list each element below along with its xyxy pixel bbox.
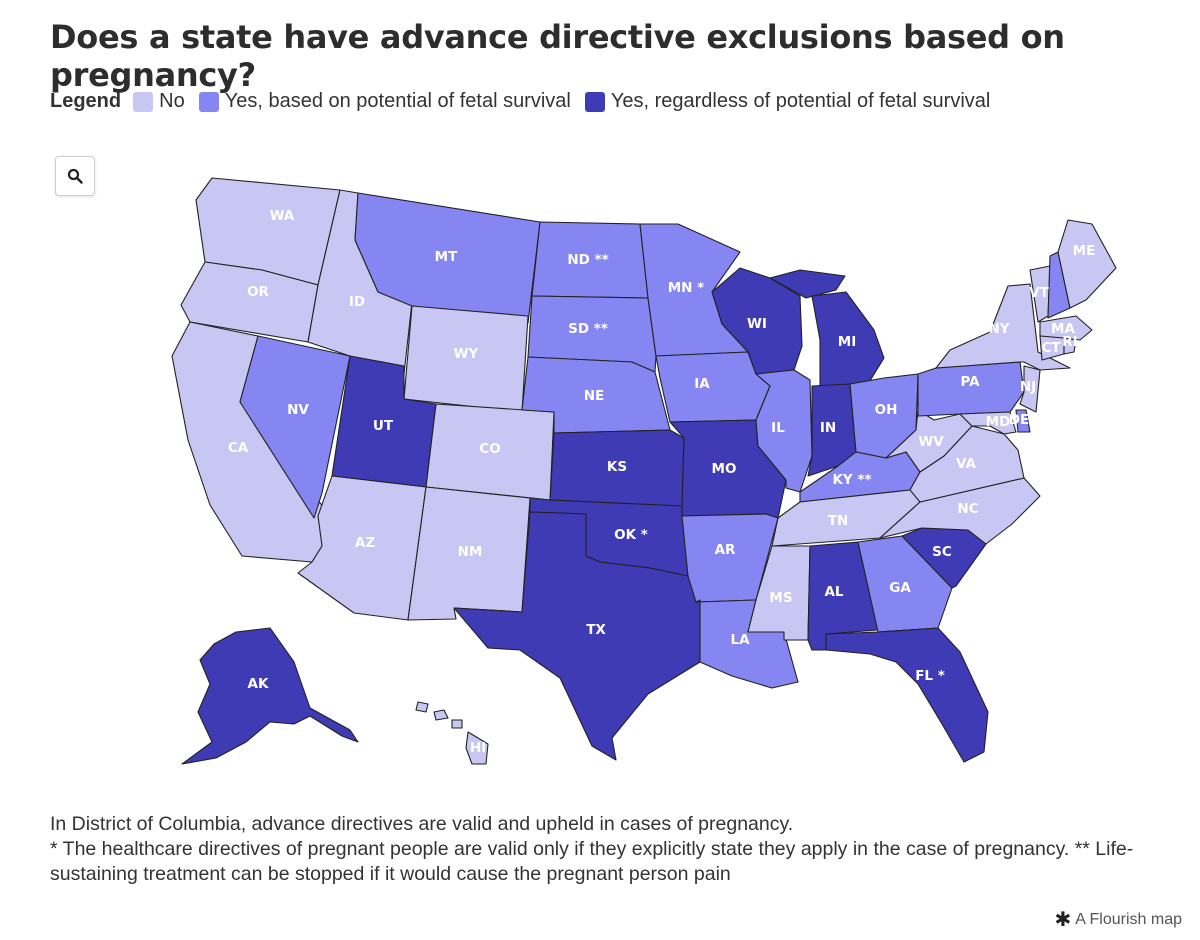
state-label-KY: KY ** — [832, 472, 871, 488]
map-notes: In District of Columbia, advance directi… — [50, 812, 1160, 887]
search-button[interactable] — [55, 156, 95, 196]
footnotes: * The healthcare directives of pregnant … — [50, 838, 1134, 885]
state-label-IN: IN — [820, 420, 836, 436]
state-label-VT: VT — [1029, 285, 1049, 301]
state-label-PA: PA — [960, 374, 980, 390]
state-label-NM: NM — [458, 544, 483, 560]
search-icon — [67, 168, 83, 184]
legend: Legend No Yes, based on potential of fet… — [50, 90, 1004, 113]
dc-note: In District of Columbia, advance directi… — [50, 813, 794, 835]
state-label-OK: OK * — [614, 527, 648, 543]
state-label-IL: IL — [771, 420, 785, 436]
legend-item-fetal[interactable]: Yes, based on potential of fetal surviva… — [198, 90, 571, 113]
state-label-LA: LA — [730, 632, 750, 648]
state-label-SD: SD ** — [568, 321, 608, 337]
state-label-ME: ME — [1073, 243, 1096, 259]
legend-label-regardless: Yes, regardless of potential of fetal su… — [610, 90, 991, 112]
us-map: WA OR CA ID NV MT WY UT AZ CO NM ND ** S… — [171, 177, 1117, 765]
page-title: Does a state have advance directive excl… — [50, 18, 1065, 94]
state-label-NJ: NJ — [1020, 379, 1036, 395]
legend-title: Legend — [50, 90, 122, 112]
state-label-VA: VA — [956, 456, 977, 472]
state-label-MS: MS — [769, 590, 792, 606]
state-label-AR: AR — [715, 542, 736, 558]
legend-swatch-fetal — [198, 91, 219, 112]
state-label-RI: RI — [1062, 334, 1077, 350]
state-label-AL: AL — [824, 584, 843, 600]
state-GA[interactable] — [857, 535, 953, 633]
state-label-ND: ND ** — [567, 252, 608, 268]
state-label-AZ: AZ — [355, 535, 375, 551]
legend-swatch-no — [133, 91, 154, 112]
state-label-SC: SC — [932, 544, 952, 560]
flourish-star-icon: ✱ — [1054, 909, 1072, 931]
state-label-FL: FL * — [915, 668, 945, 684]
state-label-ID: ID — [349, 294, 365, 310]
state-RI[interactable] — [1063, 337, 1077, 355]
legend-label-fetal: Yes, based on potential of fetal surviva… — [224, 90, 571, 112]
state-AK[interactable] — [181, 627, 359, 765]
state-label-MA: MA — [1051, 321, 1075, 337]
state-label-CT: CT — [1041, 340, 1061, 356]
state-label-MD: MD — [986, 414, 1011, 430]
state-label-CA: CA — [228, 440, 249, 456]
legend-swatch-regardless — [584, 91, 605, 112]
legend-label-no: No — [159, 90, 185, 112]
state-MA[interactable] — [1039, 315, 1093, 341]
state-label-MI: MI — [838, 334, 856, 350]
credit-text: A Flourish map — [1075, 910, 1182, 928]
state-label-TX: TX — [586, 622, 606, 638]
state-TX[interactable] — [453, 511, 701, 761]
state-label-OR: OR — [247, 284, 269, 300]
state-label-NV: NV — [287, 402, 309, 418]
state-NY[interactable] — [935, 283, 1071, 371]
state-HI[interactable] — [415, 701, 489, 765]
state-WI[interactable] — [711, 267, 803, 375]
state-label-UT: UT — [373, 418, 394, 434]
state-label-DE: DE — [1009, 412, 1029, 428]
state-label-IA: IA — [694, 376, 710, 392]
state-NV[interactable] — [239, 335, 351, 519]
state-label-KS: KS — [607, 459, 627, 475]
state-MI[interactable] — [769, 269, 885, 387]
state-label-GA: GA — [889, 580, 911, 596]
state-label-WA: WA — [270, 208, 295, 224]
state-label-MN: MN * — [668, 280, 705, 296]
legend-item-no[interactable]: No — [133, 90, 185, 113]
state-label-TN: TN — [828, 513, 849, 529]
state-DE[interactable] — [1015, 409, 1031, 433]
state-label-CO: CO — [479, 441, 500, 457]
state-label-HI: HI — [470, 740, 486, 756]
state-label-WV: WV — [918, 434, 944, 450]
state-label-WI: WI — [747, 316, 767, 332]
state-label-AK: AK — [248, 676, 269, 692]
state-IL[interactable] — [755, 369, 813, 493]
state-label-NY: NY — [988, 321, 1009, 337]
state-label-WY: WY — [454, 346, 479, 362]
state-label-OH: OH — [875, 402, 898, 418]
state-label-NE: NE — [584, 388, 605, 404]
state-label-NC: NC — [957, 501, 978, 517]
state-label-MT: MT — [435, 249, 458, 265]
state-ME[interactable] — [1057, 219, 1117, 309]
state-FL[interactable] — [825, 627, 989, 763]
legend-item-regardless[interactable]: Yes, regardless of potential of fetal su… — [584, 90, 991, 113]
state-NC[interactable] — [879, 477, 1041, 545]
flourish-credit[interactable]: ✱ A Flourish map — [1055, 907, 1182, 932]
state-NJ[interactable] — [1019, 365, 1041, 413]
state-MD[interactable] — [959, 411, 1017, 435]
state-label-MO: MO — [712, 461, 737, 477]
